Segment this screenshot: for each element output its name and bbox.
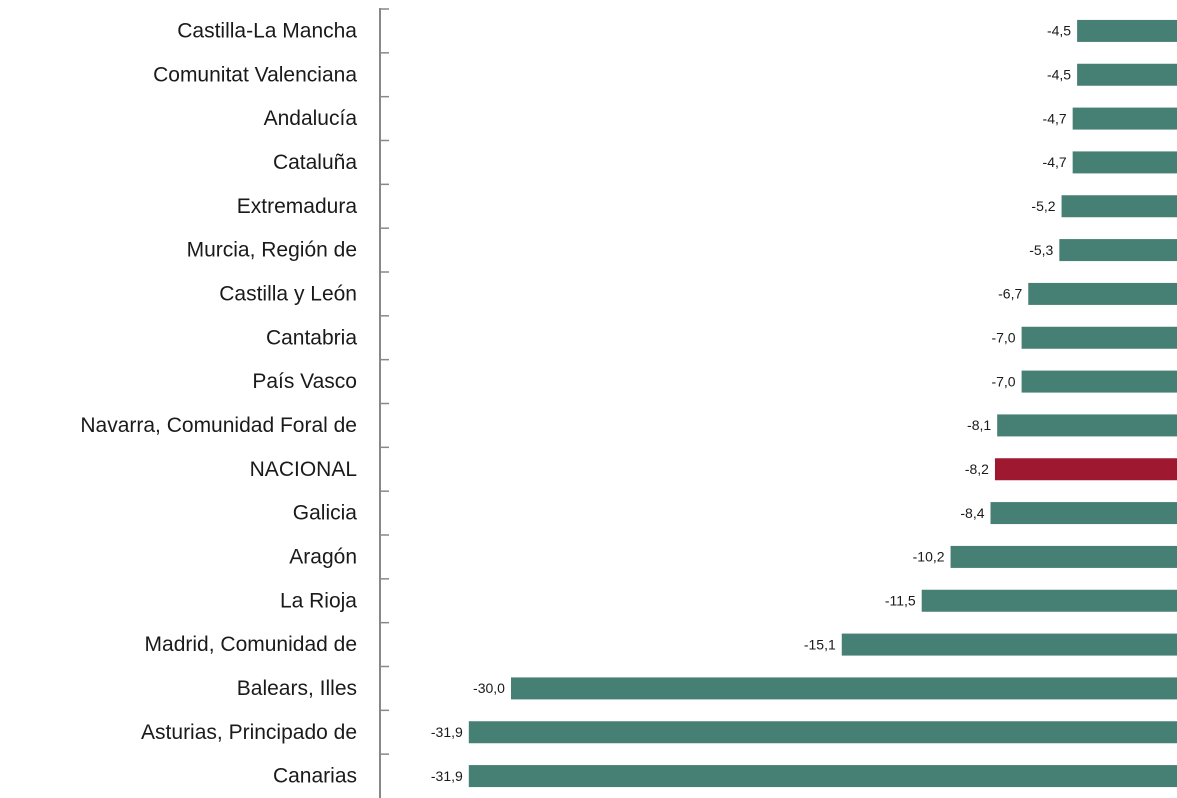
category-label: La Rioja (280, 589, 357, 612)
category-label: Andalucía (264, 107, 358, 130)
value-label: -31,9 (431, 724, 463, 740)
value-label: -5,2 (1031, 198, 1055, 214)
bar (1028, 282, 1177, 305)
category-label: Cataluña (273, 151, 357, 174)
category-label: Cantabria (266, 326, 357, 349)
category-label: Castilla-La Mancha (177, 19, 357, 42)
bar (468, 765, 1177, 788)
bar (997, 414, 1177, 437)
category-label: Comunitat Valenciana (153, 63, 357, 86)
bar (990, 502, 1177, 525)
value-label: -8,2 (965, 461, 989, 477)
category-label: Madrid, Comunidad de (145, 633, 357, 656)
value-label: -7,0 (991, 373, 1015, 389)
value-label: -30,0 (473, 680, 505, 696)
bar (1072, 151, 1177, 174)
value-label: -8,4 (960, 505, 984, 521)
category-label: Navarra, Comunidad Foral de (80, 414, 357, 437)
bar (950, 545, 1177, 568)
value-label: -8,1 (967, 417, 991, 433)
value-label: -7,0 (991, 329, 1015, 345)
bar (1072, 107, 1177, 130)
value-label: -31,9 (431, 768, 463, 784)
value-label: -4,7 (1043, 110, 1067, 126)
value-label: -15,1 (804, 636, 836, 652)
category-label: Aragón (289, 545, 357, 568)
category-label: Balears, Illes (237, 677, 357, 700)
bar (1061, 195, 1177, 218)
bar (994, 458, 1177, 481)
bar (1021, 326, 1177, 349)
value-label: -6,7 (998, 286, 1022, 302)
bar (468, 721, 1177, 744)
category-label: NACIONAL (250, 458, 357, 481)
value-label: -11,5 (885, 592, 916, 608)
category-label: País Vasco (252, 370, 357, 393)
value-label: -4,7 (1043, 154, 1067, 170)
category-label: Asturias, Principado de (141, 721, 357, 744)
category-label: Canarias (273, 765, 357, 788)
bar (1021, 370, 1177, 393)
bar (1077, 63, 1177, 86)
category-label: Murcia, Región de (187, 239, 357, 262)
bar (1059, 239, 1177, 262)
category-label: Castilla y León (219, 282, 357, 305)
category-label: Extremadura (237, 195, 358, 218)
category-label: Galicia (293, 502, 358, 525)
value-label: -10,2 (913, 549, 945, 565)
value-label: -4,5 (1047, 66, 1071, 82)
value-label: -5,3 (1029, 242, 1053, 258)
bar (1077, 19, 1177, 42)
bar (510, 677, 1177, 700)
bar (841, 633, 1177, 656)
value-label: -4,5 (1047, 23, 1071, 39)
bar (921, 589, 1177, 612)
